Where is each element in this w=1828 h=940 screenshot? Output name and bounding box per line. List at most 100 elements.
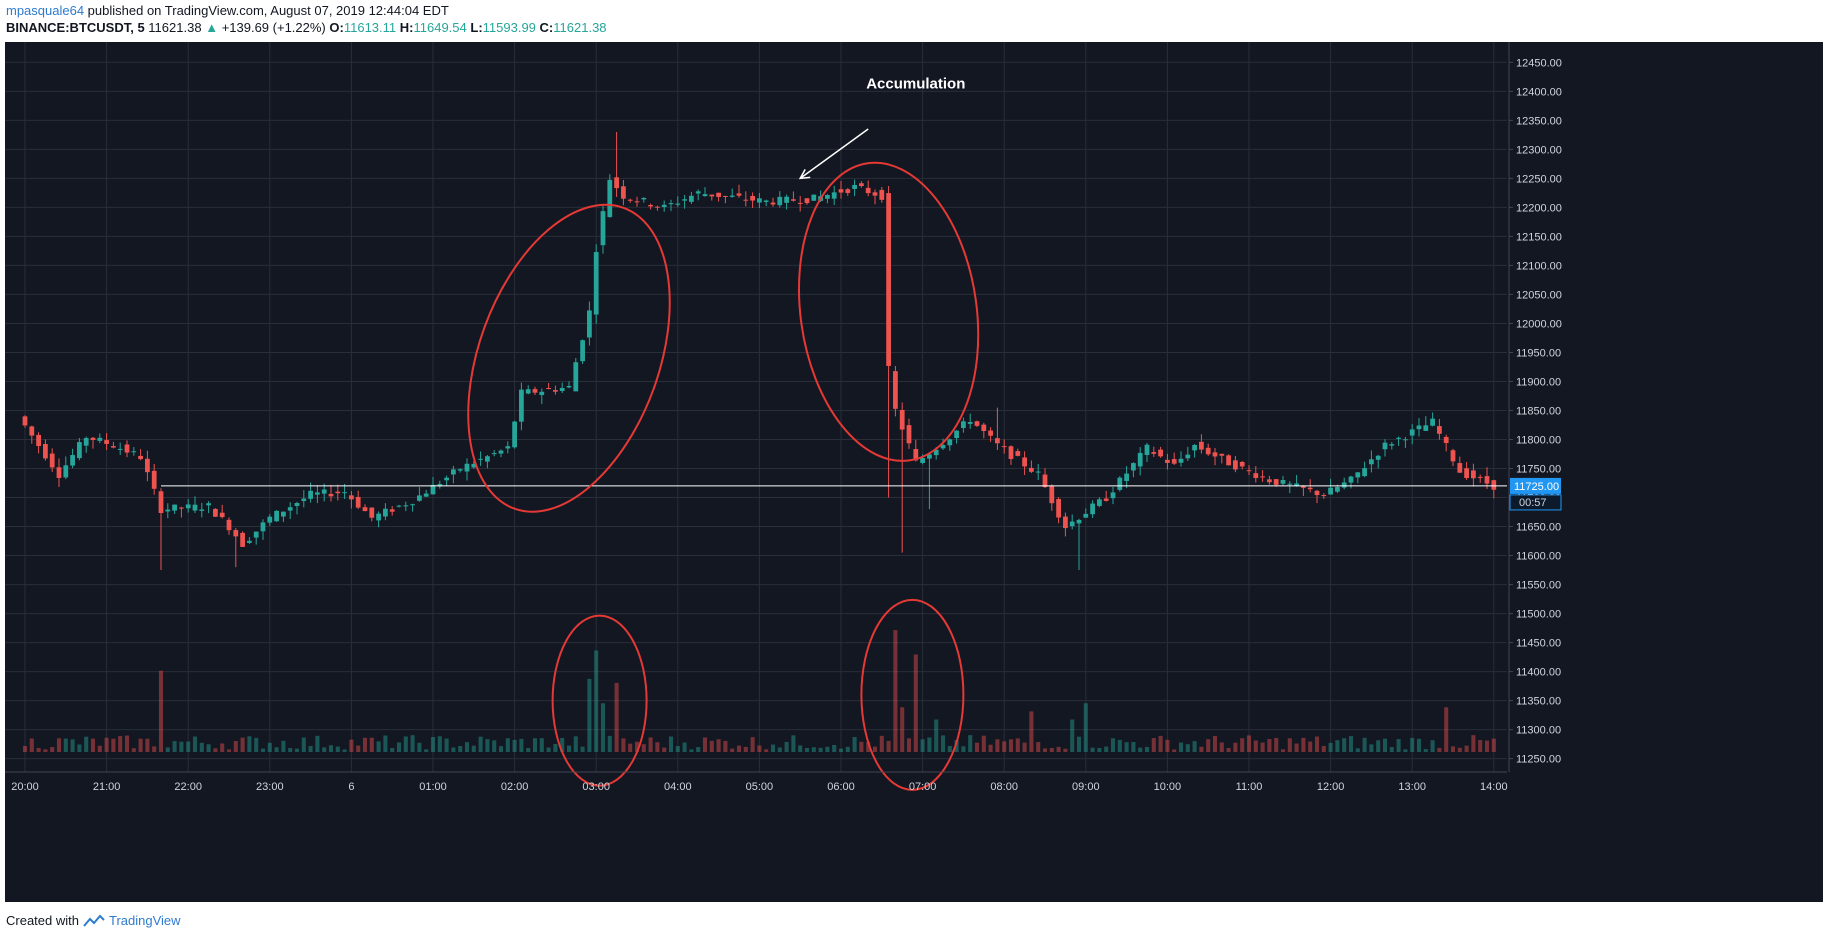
volume-bar — [430, 737, 436, 752]
volume-bar — [1457, 747, 1462, 752]
volume-bar — [1206, 739, 1211, 752]
candle-body — [1348, 476, 1354, 483]
price-chart[interactable]: Accumulation 11250.00 11300.00 11350.00 114… — [0, 42, 1828, 902]
volume-bar — [1022, 742, 1027, 752]
volume-bar — [220, 743, 225, 752]
annotation-ellipse-dump[interactable] — [781, 151, 997, 473]
volume-bar — [1491, 738, 1496, 752]
candle-body — [1110, 492, 1116, 499]
volume-bar — [1396, 739, 1401, 752]
tradingview-logo-icon[interactable] — [83, 914, 105, 928]
candle-body — [1226, 455, 1231, 466]
candle-body — [1151, 452, 1157, 454]
candle-body — [355, 496, 361, 508]
annotation-label[interactable]: Accumulation — [866, 75, 965, 92]
published-text: published on TradingView.com, August 07,… — [84, 3, 449, 18]
candle-body — [947, 439, 953, 446]
volume-bar — [1389, 747, 1394, 752]
high-label: H: — [399, 20, 414, 35]
volume-bar — [655, 742, 660, 752]
candle-body — [1063, 516, 1068, 529]
volume-bar — [70, 739, 75, 752]
volume-bar — [621, 738, 626, 752]
candle-body — [689, 195, 694, 202]
volume-bar — [900, 707, 905, 752]
price-tick-label: 11300.00 — [1516, 725, 1561, 737]
candle-body — [757, 198, 762, 203]
candle-body — [260, 522, 266, 532]
candle-body — [695, 191, 701, 194]
volume-bar — [607, 735, 612, 752]
candle-body — [287, 507, 293, 511]
volume-bar — [1240, 738, 1245, 752]
candle-body — [1015, 451, 1021, 456]
candle-body — [247, 540, 252, 543]
volume-bar — [798, 745, 803, 752]
volume-bar — [553, 743, 558, 752]
candle-body — [172, 504, 177, 511]
volume-bar — [689, 749, 694, 752]
candle-body — [165, 509, 171, 512]
volume-bar — [1335, 740, 1340, 752]
candle-body — [321, 489, 327, 494]
price-tick-label: 11550.00 — [1516, 580, 1561, 592]
volume-bar — [362, 737, 368, 752]
volume-bar — [172, 741, 177, 752]
countdown-label: 00:57 — [1519, 497, 1547, 509]
volume-bar — [1233, 742, 1238, 752]
volume-bar — [1355, 748, 1360, 752]
candle-body — [22, 416, 28, 426]
volume-bar — [1185, 744, 1190, 752]
candle-body — [36, 434, 41, 447]
volume-bar — [1328, 742, 1333, 752]
symbol-label: BINANCE:BTCUSDT, 5 — [6, 20, 145, 35]
volume-bar — [84, 736, 89, 752]
volume-bar — [886, 740, 891, 752]
volume-bar — [1151, 738, 1156, 752]
volume-bar — [1124, 742, 1129, 752]
volume-bar — [573, 736, 578, 752]
price-tick-label: 11800.00 — [1516, 434, 1561, 446]
time-tick-label: 20:00 — [11, 781, 39, 793]
annotation-ellipse-pump[interactable] — [430, 177, 709, 539]
annotation-ellipse-volume-1[interactable] — [551, 614, 648, 787]
volume-bar — [519, 738, 524, 752]
volume-bar — [233, 741, 238, 752]
volume-bar — [913, 654, 918, 752]
candle-body — [1144, 444, 1150, 455]
volume-bar — [417, 742, 422, 752]
volume-bar — [940, 735, 946, 752]
open-label: O: — [329, 20, 344, 35]
candle-body — [376, 513, 381, 521]
candle-body — [879, 189, 885, 200]
volume-bar — [29, 738, 34, 752]
volume-bar — [36, 748, 41, 752]
candle-body — [1103, 498, 1109, 501]
tradingview-link[interactable]: TradingView — [108, 913, 181, 928]
volume-bar — [403, 736, 408, 752]
volume-bar — [1416, 738, 1422, 752]
volume-bar — [206, 744, 211, 752]
author-name[interactable]: mpasquale64 — [6, 3, 85, 18]
annotation-arrow[interactable] — [799, 128, 869, 179]
candle-body — [77, 442, 82, 459]
volume-bar — [1342, 738, 1347, 752]
price-tick-label: 12200.00 — [1516, 202, 1562, 214]
volume-bar — [396, 742, 402, 752]
volume-bar — [505, 738, 510, 752]
volume-bar — [254, 737, 259, 752]
volume-bar — [56, 738, 62, 752]
price-tags: 11725.00 00:57 — [1509, 477, 1562, 511]
volume-bar — [866, 742, 871, 752]
candle-body — [1083, 513, 1089, 518]
candle-body — [995, 438, 1000, 444]
candle-body — [485, 456, 490, 462]
candle-body — [240, 532, 245, 547]
candle-body — [539, 391, 545, 396]
price-axis[interactable]: 11250.00 11300.00 11350.00 11400.00 11450.00… — [1508, 42, 1562, 772]
annotation-ellipse-volume-2[interactable] — [860, 598, 965, 791]
candle-body — [185, 504, 191, 509]
candle-body — [430, 484, 436, 495]
time-axis[interactable]: 20:00 21:00 22:00 23:00 6 01:00 02:00 03:00 04:0… — [5, 771, 1508, 793]
candle-body — [301, 498, 307, 502]
